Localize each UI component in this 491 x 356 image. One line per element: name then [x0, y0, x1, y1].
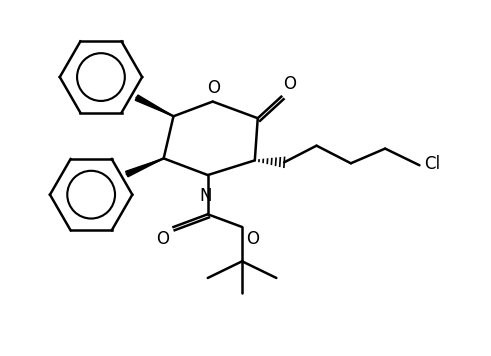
Text: O: O — [246, 230, 259, 248]
Text: O: O — [283, 75, 296, 93]
Text: N: N — [199, 187, 212, 205]
Polygon shape — [135, 95, 173, 116]
Polygon shape — [126, 158, 164, 177]
Text: Cl: Cl — [424, 155, 440, 173]
Text: O: O — [157, 230, 169, 248]
Text: O: O — [207, 79, 220, 97]
